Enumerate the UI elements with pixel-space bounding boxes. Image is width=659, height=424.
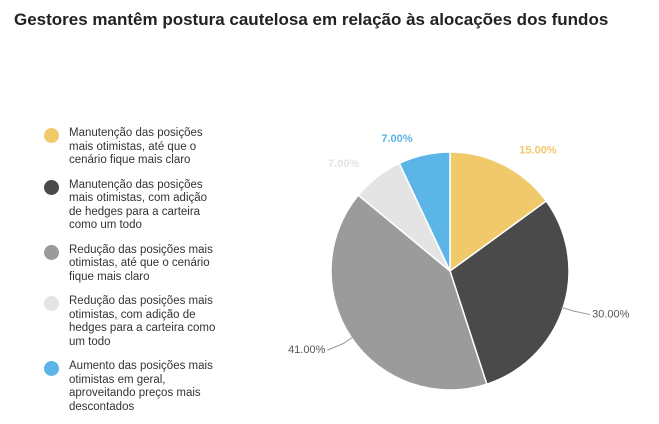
legend-label: Manutenção das posições mais otimistas, … [69,178,208,232]
legend-swatch [44,179,59,195]
pie-slice [398,151,451,272]
data-label: 7.00% [381,133,412,145]
legend-label: Aumento das posições mais otimistas em g… [69,360,213,413]
data-label: 7.00% [328,158,359,170]
legend: Manutenção das posições mais otimistas, … [44,127,229,424]
legend-item: Manutenção das posições mais otimistas, … [44,179,229,233]
legend-swatch [44,128,59,143]
data-label: 15.00% [519,145,557,157]
chart-title: Gestores mantêm postura cautelosa em rel… [14,10,609,29]
legend-label: Redução das posições mais otimistas, até… [69,243,213,283]
legend-label: Manutenção das posições mais otimistas, … [69,127,203,166]
legend-label: Redução das posições mais otimistas, com… [69,295,216,348]
legend-swatch [44,361,59,376]
pie-slice [449,151,548,273]
legend-item: Redução das posições mais otimistas, com… [44,295,229,349]
data-label: 30.00% [592,308,630,320]
leader-line [561,306,591,316]
legend-item: Aumento das posições mais otimistas em g… [44,360,229,414]
legend-item: Redução das posições mais otimistas, até… [44,244,229,285]
data-label: 41.00% [288,344,326,356]
leader-line [327,336,354,351]
legend-swatch [44,244,59,260]
legend-swatch [44,296,59,311]
legend-item: Manutenção das posições mais otimistas, … [44,127,229,168]
